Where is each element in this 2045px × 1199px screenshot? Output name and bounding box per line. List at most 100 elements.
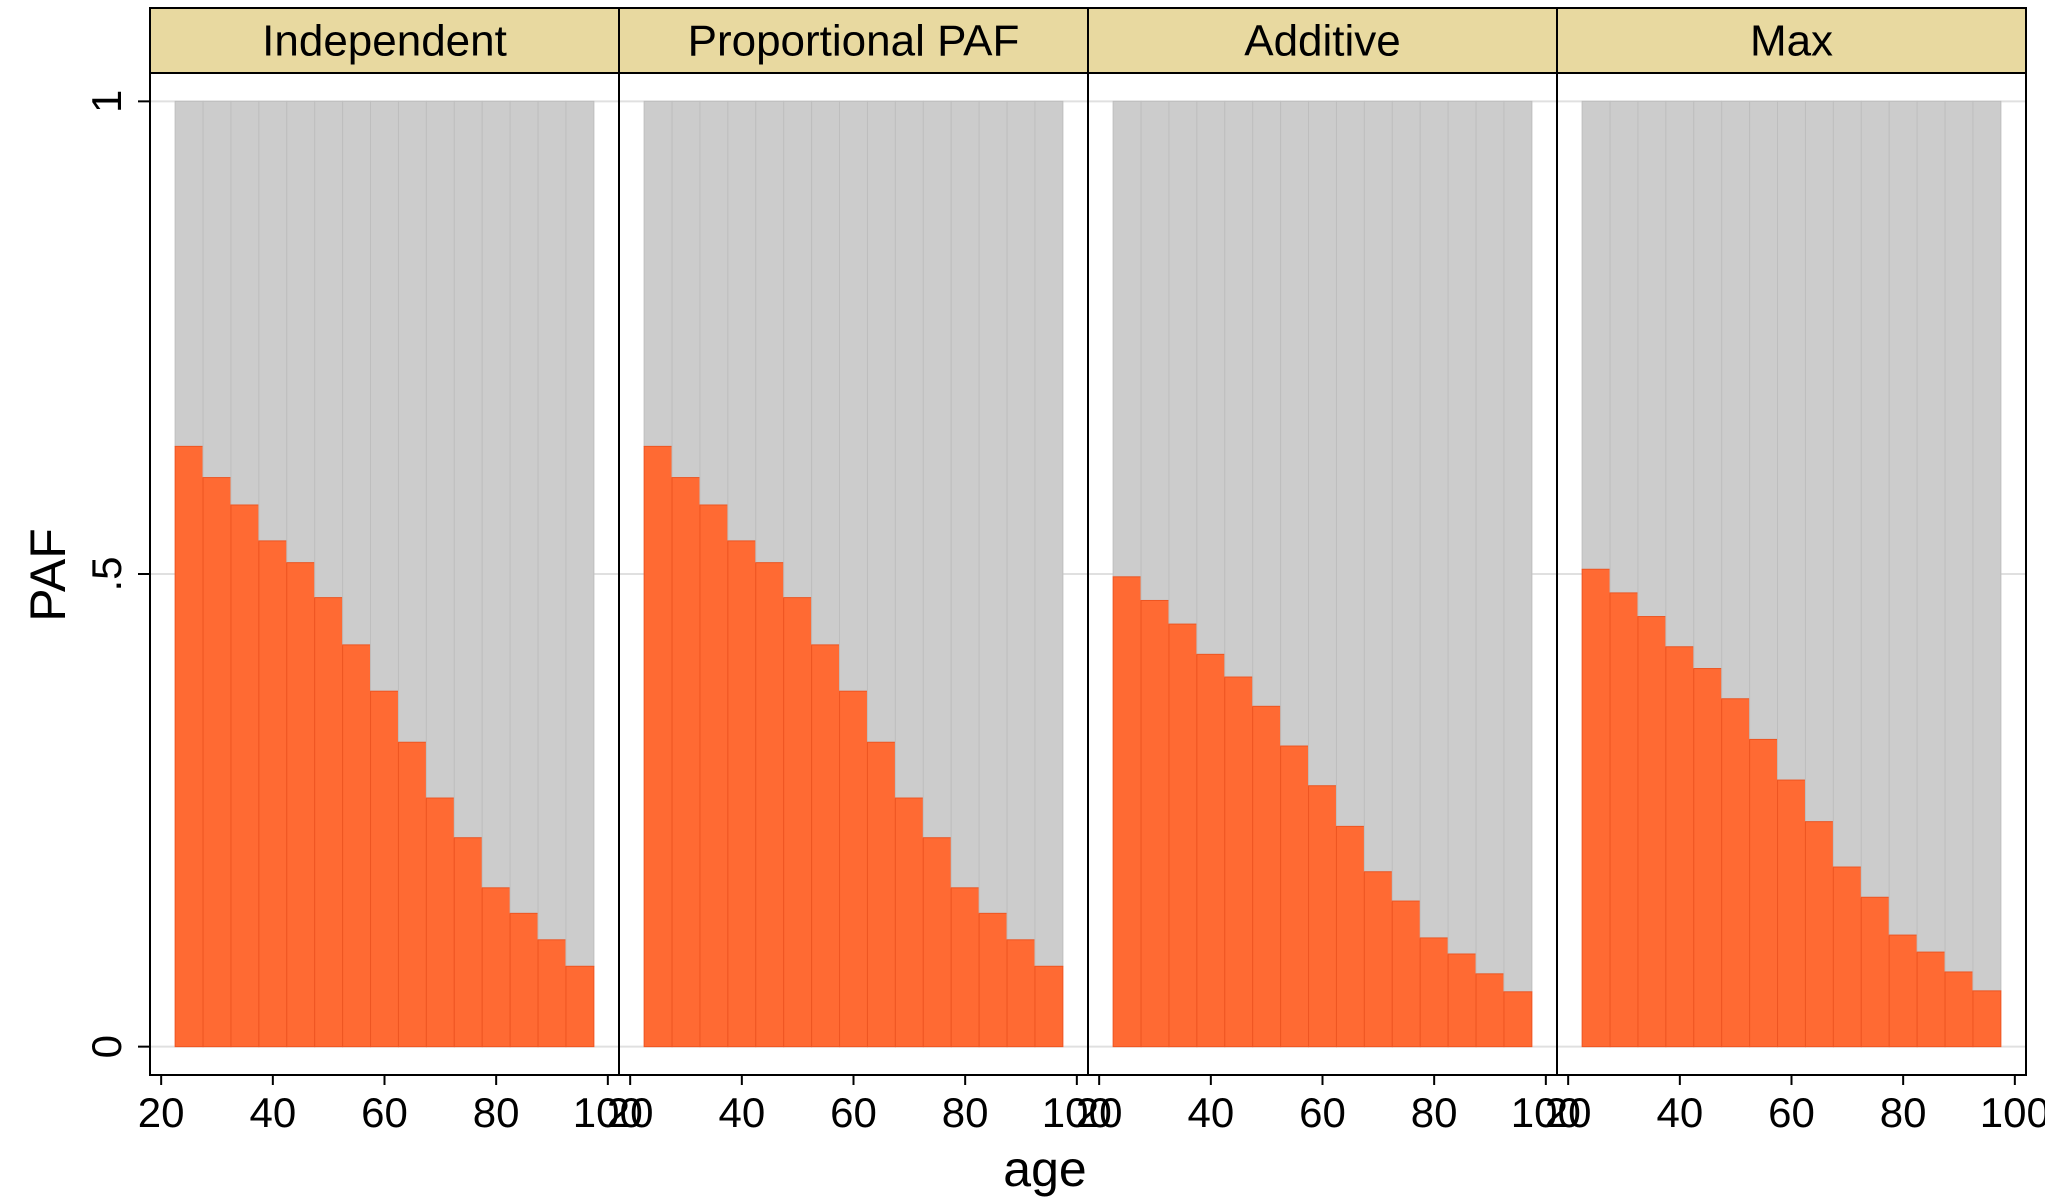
remainder-bar: [481, 100, 511, 889]
paf-bar: [755, 562, 785, 1048]
remainder-bar: [1391, 100, 1421, 902]
x-tick-label: 100: [573, 1089, 643, 1136]
remainder-bar: [1475, 100, 1505, 975]
remainder-bar: [922, 100, 952, 839]
paf-bar: [230, 504, 260, 1048]
remainder-bar: [1721, 100, 1751, 700]
paf-bar: [314, 597, 344, 1048]
remainder-bar: [1693, 100, 1723, 670]
remainder-bar: [643, 100, 673, 447]
paf-bar: [866, 741, 896, 1048]
paf-bar: [1140, 599, 1170, 1048]
strip-background: [1087, 7, 1558, 74]
x-tick-label: 80: [1880, 1089, 1927, 1136]
paf-bar: [1916, 951, 1946, 1048]
y-axis-title: PAF: [20, 528, 76, 622]
remainder-bar: [866, 100, 896, 743]
paf-bar: [1860, 896, 1890, 1048]
paf-bar: [1665, 646, 1695, 1048]
strip-background: [149, 7, 620, 74]
remainder-bar: [894, 100, 924, 799]
remainder-bar: [1581, 100, 1611, 570]
paf-bar: [1749, 738, 1779, 1048]
x-tick-label: 60: [361, 1089, 408, 1136]
remainder-bar: [1749, 100, 1779, 740]
paf-bar: [1721, 698, 1751, 1048]
x-tick-label: 20: [1076, 1089, 1123, 1136]
paf-bar: [1196, 653, 1226, 1048]
paf-bar: [1475, 973, 1505, 1048]
x-tick-label: 60: [830, 1089, 877, 1136]
remainder-bar: [1252, 100, 1282, 707]
x-tick-label: 40: [249, 1089, 296, 1136]
x-tick-label: 100: [1042, 1089, 1112, 1136]
paf-bar: [1804, 821, 1834, 1048]
remainder-bar: [1034, 100, 1064, 967]
remainder-bar: [1804, 100, 1834, 823]
remainder-bar: [1140, 100, 1170, 601]
remainder-bar: [783, 100, 813, 599]
paf-bar: [1944, 971, 1974, 1048]
paf-bar: [258, 540, 288, 1048]
panel-3: Max 20 40 60 80 100: [1545, 7, 2045, 1136]
remainder-bar: [1777, 100, 1806, 781]
panel-1: Proportional PAF 20 40 60 80 100: [607, 7, 1112, 1136]
panel-2: Additive 20 40 60 80 100: [1076, 7, 1581, 1136]
paf-bar: [1419, 937, 1449, 1048]
x-tick-label: 40: [1656, 1089, 1703, 1136]
paf-bar: [342, 644, 372, 1048]
paf-bar: [565, 965, 595, 1048]
paf-bar: [922, 837, 952, 1048]
paf-bar: [1637, 616, 1667, 1048]
paf-bar: [1391, 900, 1421, 1048]
paf-bar: [1335, 825, 1365, 1048]
y-tick-label: 0: [83, 1035, 130, 1058]
paf-bar: [727, 540, 757, 1048]
paf-bar: [202, 477, 232, 1048]
remainder-bar: [1363, 100, 1393, 873]
paf-bar: [1693, 668, 1723, 1048]
paf-bar: [978, 912, 1008, 1048]
remainder-bar: [1112, 100, 1142, 578]
paf-bar: [1112, 576, 1142, 1048]
x-tick-label: 40: [718, 1089, 765, 1136]
paf-bar: [174, 445, 204, 1048]
paf-bar: [1888, 934, 1918, 1048]
remainder-bar: [755, 100, 785, 564]
remainder-bar: [1972, 100, 2002, 992]
remainder-bar: [1665, 100, 1695, 648]
x-tick-label: 20: [607, 1089, 654, 1136]
remainder-bar: [1308, 100, 1337, 787]
remainder-bar: [342, 100, 372, 646]
paf-bar: [453, 837, 483, 1048]
paf-bar: [370, 690, 399, 1048]
remainder-bar: [727, 100, 757, 542]
remainder-bar: [950, 100, 980, 889]
x-tick-label: 80: [1411, 1089, 1458, 1136]
remainder-bar: [1944, 100, 1974, 973]
paf-bar: [397, 741, 427, 1048]
paf-bar: [1777, 779, 1806, 1048]
remainder-bar: [509, 100, 539, 914]
strip-label: Proportional PAF: [688, 17, 1020, 66]
paf-bar: [643, 445, 673, 1048]
paf-bar: [1447, 953, 1477, 1048]
strip-label: Additive: [1244, 17, 1401, 66]
paf-bar: [1581, 568, 1611, 1048]
remainder-bar: [1419, 100, 1449, 939]
paf-bar: [1308, 785, 1337, 1048]
remainder-bar: [565, 100, 595, 967]
remainder-bar: [1335, 100, 1365, 827]
remainder-bar: [425, 100, 455, 799]
panels-layer: Independent 20 40 60 80 100 Proportional PAF 20…: [138, 7, 2045, 1136]
remainder-bar: [1832, 100, 1862, 868]
remainder-bar: [258, 100, 288, 542]
x-tick-label: 80: [942, 1089, 989, 1136]
paf-bar: [286, 562, 316, 1048]
remainder-bar: [1006, 100, 1036, 941]
strip-background: [1556, 7, 2027, 74]
remainder-bar: [811, 100, 841, 646]
paf-bar: [1168, 623, 1198, 1048]
remainder-bar: [1224, 100, 1254, 678]
